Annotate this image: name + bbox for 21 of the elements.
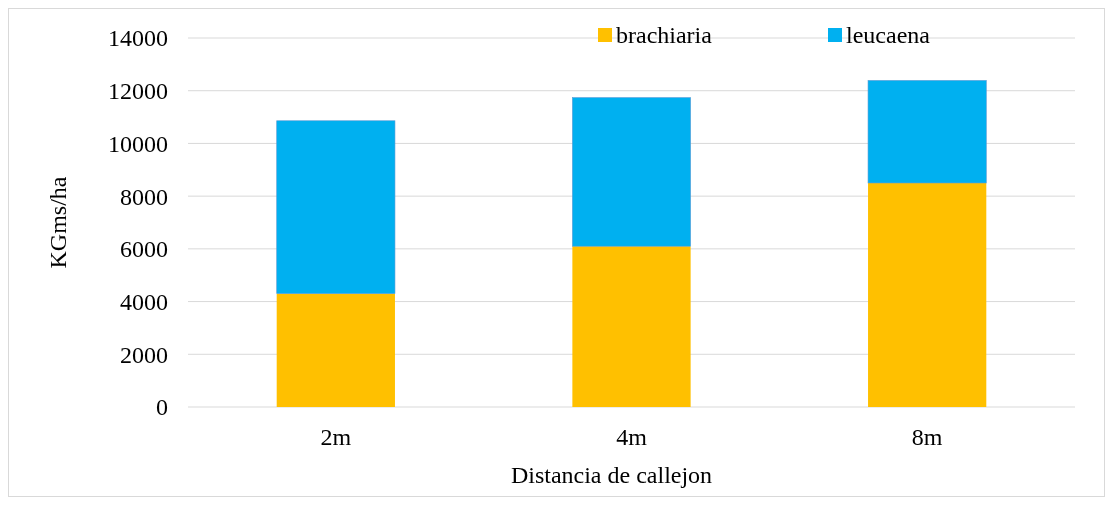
x-tick-label: 4m [616, 424, 648, 450]
y-tick-label: 14000 [108, 25, 168, 52]
y-tick-label: 4000 [120, 288, 168, 315]
y-tick-label: 8000 [120, 183, 168, 210]
x-tick-label: 2m [320, 424, 352, 450]
bar [276, 120, 396, 294]
legend-label: brachiaria [616, 22, 713, 49]
y-tick-label: 0 [156, 394, 168, 421]
legend-label: leucaena [846, 22, 931, 49]
bar [276, 293, 395, 407]
x-axis-title: Distancia de callejon [510, 462, 713, 488]
y-tick-label: 12000 [108, 78, 168, 105]
y-tick-label: 6000 [120, 236, 168, 263]
y-tick-label: 10000 [108, 130, 168, 157]
x-tick-label: 8m [911, 424, 943, 450]
bar [572, 97, 691, 247]
bar [867, 80, 987, 184]
y-tick-label: 2000 [120, 341, 168, 368]
y-axis-title: KGms/ha [45, 176, 71, 269]
bar [868, 182, 987, 407]
bar [572, 246, 691, 407]
